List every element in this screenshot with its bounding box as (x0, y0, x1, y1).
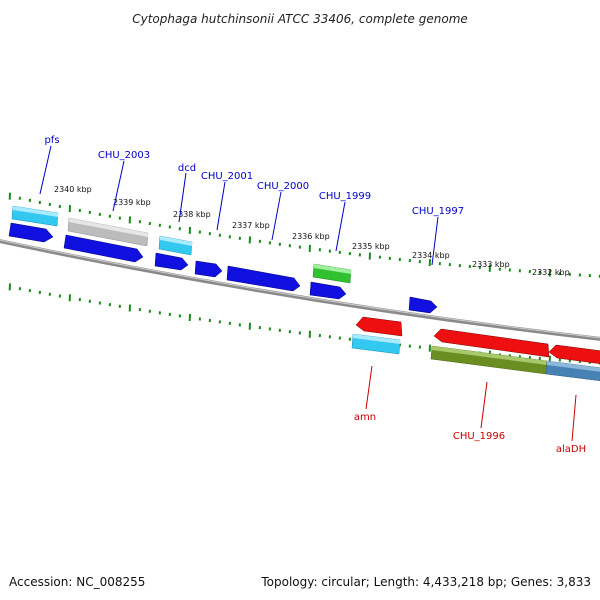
feature-chu-2003-shine (69, 218, 148, 237)
gene-label-chu-2000: CHU_2000 (257, 181, 309, 192)
genome-backbone (0, 239, 600, 341)
gene-label-dcd: dcd (178, 163, 196, 174)
feature-chu-1999-green-shine (314, 264, 351, 274)
map-title: Cytophaga hutchinsonii ATCC 33406, compl… (132, 12, 468, 26)
gene-label-amn: amn (354, 412, 376, 423)
feature-chu-2003-cds (63, 234, 144, 263)
feature-row-forward-rna (11, 205, 352, 284)
feature-pfs-cds (8, 222, 54, 243)
gene-label-chu-1999: CHU_1999 (319, 191, 371, 202)
scale-labels: 2340 kbp 2339 kbp 2338 kbp 2337 kbp 2336… (54, 185, 570, 277)
feature-chu-1996-olive-shine (432, 346, 547, 365)
feature-chu-1997-cds (408, 296, 438, 314)
leader-line (216, 181, 226, 231)
feature-chu-2001-cds (194, 260, 223, 278)
scale-label: 2334 kbp (412, 251, 450, 260)
leader-line (571, 394, 577, 442)
feature-row-forward-cds (8, 222, 438, 314)
gene-label-chu-1997: CHU_1997 (412, 206, 464, 217)
feature-row-reverse-rna (351, 333, 600, 382)
scale-label: 2333 kbp (472, 260, 510, 269)
scale-label: 2339 kbp (113, 198, 151, 207)
scale-label: 2335 kbp (352, 242, 390, 251)
feature-chu-1999-cds (309, 281, 347, 300)
accession-label: Accession: NC_008255 (9, 575, 145, 589)
leader-line (480, 381, 488, 429)
gene-label-chu-2003: CHU_2003 (98, 150, 150, 161)
scale-label: 2332 kbp (532, 268, 570, 277)
feature-row-reverse-cds (355, 316, 600, 364)
leader-line (112, 160, 125, 212)
feature-dcd-cds (154, 252, 189, 271)
gene-label-pfs: pfs (44, 135, 59, 146)
reverse-gene-labels: amn CHU_1996 alaDH (354, 412, 586, 455)
scale-label: 2338 kbp (173, 210, 211, 219)
scale-label: 2336 kbp (292, 232, 330, 241)
forward-gene-labels: pfs CHU_2003 dcd CHU_2001 CHU_2000 CHU_1… (44, 135, 464, 217)
feature-amn-cds (355, 316, 403, 337)
leader-line (271, 191, 282, 241)
reverse-leader-lines (365, 365, 577, 442)
leader-line (335, 201, 346, 252)
leader-line (178, 172, 187, 223)
feature-chu-2000-cds (226, 265, 301, 292)
feature-dcd-rna-shine (160, 236, 192, 246)
scale-label: 2337 kbp (232, 221, 270, 230)
feature-aladh-cds (548, 344, 600, 364)
gene-label-chu-1996: CHU_1996 (453, 431, 505, 442)
feature-amn-rna-shine (353, 334, 400, 344)
genome-summary-label: Topology: circular; Length: 4,433,218 bp… (260, 575, 591, 589)
forward-leader-lines (39, 145, 439, 266)
feature-chu-1996-cds (433, 328, 550, 358)
gene-label-aladh: alaDH (556, 444, 586, 455)
genome-backbone-highlight (0, 239, 600, 339)
gene-label-chu-2001: CHU_2001 (201, 171, 253, 182)
feature-pfs-rna-shine (13, 206, 58, 217)
leader-line (431, 216, 439, 266)
scale-ticks-lower (8, 283, 600, 365)
leader-line (39, 145, 52, 195)
scale-label: 2340 kbp (54, 185, 92, 194)
feature-aladh-steel-shine (547, 361, 600, 372)
leader-line (365, 365, 373, 410)
